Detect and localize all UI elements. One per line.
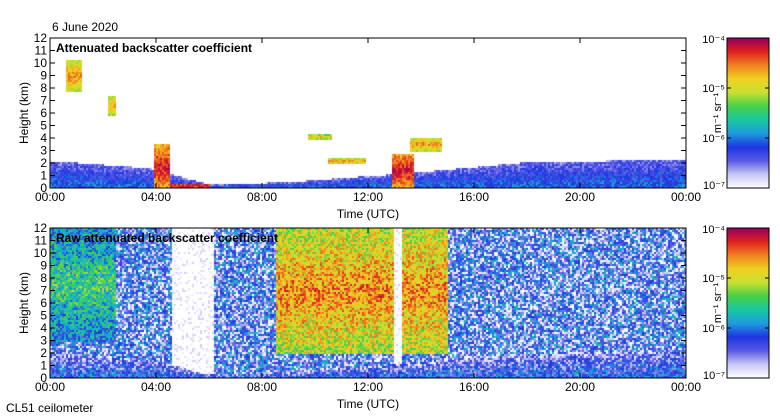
y-tick-label: 9 — [40, 69, 47, 83]
x-tick-label: 04:00 — [141, 380, 171, 394]
y-tick-label: 5 — [40, 119, 47, 133]
colorbar — [726, 227, 770, 379]
y-tick-label: 10 — [34, 56, 48, 70]
y-tick-label: 8 — [40, 271, 47, 285]
y-tick-label: 3 — [40, 144, 47, 158]
colorbar-tick-label: 10⁻⁴ — [702, 224, 725, 236]
y-tick-label: 2 — [40, 346, 47, 360]
x-tick-label: 20:00 — [565, 380, 595, 394]
x-tick-label: 12:00 — [353, 190, 383, 204]
y-tick-label: 11 — [35, 44, 48, 58]
y-tick-label: 0 — [40, 371, 47, 385]
x-tick-label: 08:00 — [247, 380, 277, 394]
y-tick-label: 12 — [34, 31, 48, 45]
x-tick-label: 16:00 — [459, 380, 489, 394]
y-tick-label: 9 — [40, 259, 47, 273]
x-tick-label: 16:00 — [459, 190, 489, 204]
y-tick-label: 10 — [34, 246, 48, 260]
colorbar-tick-label: 10⁻⁵ — [702, 83, 725, 95]
heatmap-raster — [50, 38, 686, 188]
panel-title: Attenuated backscatter coefficient — [56, 41, 252, 55]
x-tick-label: 12:00 — [353, 380, 383, 394]
heatmap-raster — [50, 228, 686, 378]
raw-backscatter-panel: 00:00 04:00 08:00 12:00 16:00 20:00 00:0001234… — [17, 221, 770, 411]
x-tick-label: 08:00 — [247, 190, 277, 204]
y-tick-label: 4 — [40, 131, 47, 145]
y-tick-label: 11 — [35, 234, 48, 248]
colorbar-unit-label: m⁻¹ sr⁻¹ — [712, 283, 724, 324]
y-tick-label: 7 — [40, 94, 47, 108]
colorbar-tick-label: 10⁻⁶ — [702, 133, 725, 145]
y-tick-label: 5 — [40, 309, 47, 323]
y-tick-label: 12 — [34, 221, 48, 235]
y-tick-label: 0 — [40, 181, 47, 195]
x-tick-label: 04:00 — [141, 190, 171, 204]
colorbar-tick-label: 10⁻⁷ — [703, 370, 725, 382]
y-tick-label: 6 — [40, 296, 47, 310]
x-tick-label: 00:00 — [35, 380, 65, 394]
y-tick-label: 1 — [40, 169, 47, 183]
y-tick-label: 1 — [40, 359, 47, 373]
colorbar-tick-label: 10⁻⁷ — [703, 180, 725, 192]
x-tick-label: 00:00 — [671, 380, 701, 394]
y-tick-label: 8 — [40, 81, 47, 95]
colorbar — [726, 37, 770, 189]
colorbar-unit-label: m⁻¹ sr⁻¹ — [712, 93, 724, 134]
colorbar-tick-label: 10⁻⁵ — [702, 273, 725, 285]
instrument-label: CL51 ceilometer — [6, 401, 93, 415]
date-label: 6 June 2020 — [52, 20, 118, 34]
x-tick-label: 00:00 — [35, 190, 65, 204]
x-axis-label: Time (UTC) — [337, 207, 399, 221]
backscatter-panel: 00:00 04:00 08:00 12:00 16:00 20:00 00:0001234… — [17, 31, 770, 221]
colorbar-tick-label: 10⁻⁶ — [702, 323, 725, 335]
panel-title: Raw attenuated backscatter coefficient — [56, 231, 278, 245]
y-axis-label: Height (km) — [17, 272, 31, 334]
x-tick-label: 00:00 — [671, 190, 701, 204]
y-tick-label: 2 — [40, 156, 47, 170]
x-axis-label: Time (UTC) — [337, 397, 399, 411]
colorbar-tick-label: 10⁻⁴ — [702, 34, 725, 46]
x-tick-label: 20:00 — [565, 190, 595, 204]
y-axis-label: Height (km) — [17, 82, 31, 144]
y-tick-label: 4 — [40, 321, 47, 335]
y-tick-label: 3 — [40, 334, 47, 348]
y-tick-label: 6 — [40, 106, 47, 120]
y-tick-label: 7 — [40, 284, 47, 298]
